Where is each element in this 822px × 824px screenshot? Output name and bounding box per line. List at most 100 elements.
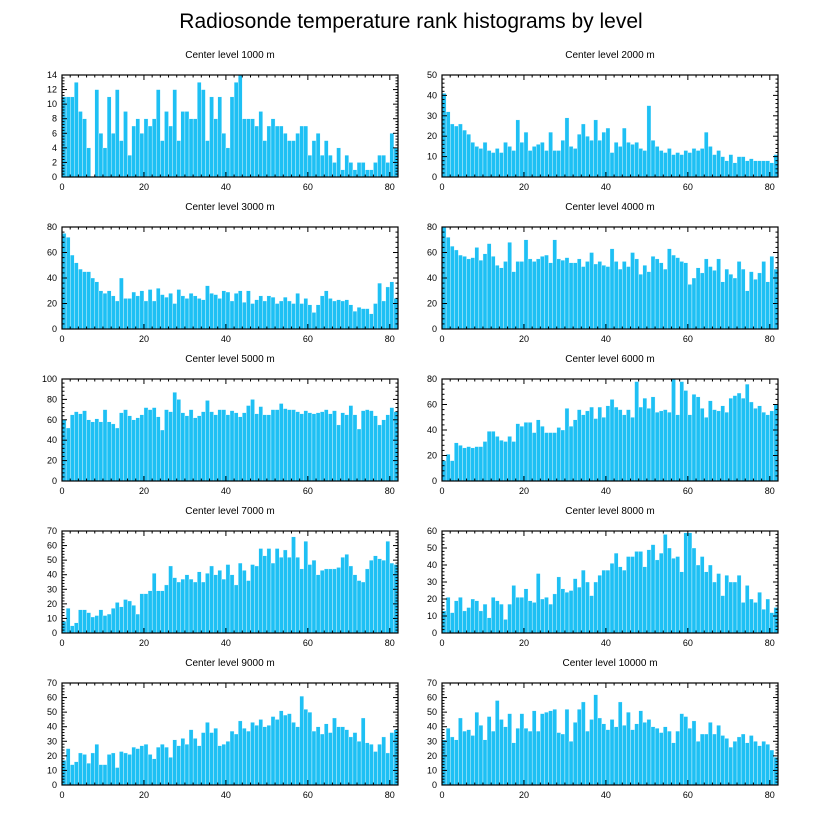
y-tick-label: 70 xyxy=(47,678,57,688)
histogram-bar xyxy=(307,154,313,178)
y-tick-label: 30 xyxy=(427,577,437,587)
histogram-bar xyxy=(695,564,701,634)
histogram-bar xyxy=(188,293,194,330)
histogram-bar xyxy=(478,725,484,786)
histogram-bar xyxy=(572,419,578,482)
histogram-bar xyxy=(356,741,362,786)
histogram-bar xyxy=(283,133,288,178)
histogram-bar xyxy=(303,125,309,178)
histogram-bar xyxy=(151,407,157,482)
histogram-bar xyxy=(287,409,292,482)
histogram-bar xyxy=(646,271,652,330)
histogram-bar xyxy=(642,150,648,178)
histogram-bar xyxy=(65,96,71,178)
histogram-bar xyxy=(470,142,475,178)
histogram-bar xyxy=(270,716,276,786)
x-tick-label: 40 xyxy=(601,182,611,192)
histogram-bar xyxy=(180,578,186,634)
histogram-bar xyxy=(278,710,284,786)
histogram-bar xyxy=(699,733,705,786)
histogram-bar xyxy=(650,544,656,634)
histogram-bar xyxy=(352,169,358,178)
histogram-bar xyxy=(593,119,598,178)
histogram-bar xyxy=(356,307,362,330)
histogram-bar xyxy=(373,303,378,330)
y-tick-label: 50 xyxy=(47,555,57,565)
histogram-bar xyxy=(319,733,325,786)
histogram-bar xyxy=(675,414,680,482)
histogram-bar xyxy=(626,556,631,634)
histogram-bar xyxy=(102,615,108,634)
y-tick-label: 8 xyxy=(52,114,57,124)
histogram-bar xyxy=(172,89,177,178)
histogram-bar xyxy=(176,581,182,634)
histogram-bar xyxy=(262,300,268,330)
histogram-bar xyxy=(283,549,288,634)
histogram-bar xyxy=(745,742,750,786)
histogram-bar xyxy=(119,277,124,330)
histogram-bar xyxy=(98,133,104,178)
histogram-bar xyxy=(295,293,300,330)
histogram-bar xyxy=(515,597,521,634)
histogram-bar xyxy=(348,565,354,634)
histogram-bar xyxy=(225,291,231,330)
histogram-bar xyxy=(704,417,709,482)
histogram-bar xyxy=(667,148,672,178)
y-tick-label: 100 xyxy=(42,374,57,384)
histogram-bar xyxy=(536,258,541,330)
histogram-bar xyxy=(609,399,615,482)
histogram-bar xyxy=(348,736,354,786)
histogram-bar xyxy=(143,118,149,178)
histogram-bar xyxy=(507,436,512,482)
histogram-bar xyxy=(356,580,362,634)
histogram-bar xyxy=(131,746,136,786)
histogram-bar xyxy=(753,279,758,330)
histogram-bar xyxy=(675,152,680,178)
histogram-bar xyxy=(564,117,570,178)
histogram-bar xyxy=(94,744,100,786)
histogram-bar xyxy=(609,563,615,634)
histogram-bar xyxy=(119,606,124,634)
histogram-bar xyxy=(291,722,296,786)
y-tick-label: 30 xyxy=(47,736,57,746)
histogram-bar xyxy=(740,602,746,634)
histogram-bar xyxy=(258,719,263,786)
x-tick-label: 0 xyxy=(439,790,444,800)
histogram-bar xyxy=(160,294,165,330)
histogram-bar xyxy=(369,744,374,786)
histogram-bar xyxy=(369,169,374,178)
histogram-bar xyxy=(254,565,259,634)
histogram-bar xyxy=(307,304,313,330)
histogram-bar xyxy=(311,140,317,178)
histogram-bar xyxy=(127,154,132,178)
histogram-bar xyxy=(110,752,116,786)
histogram-bar xyxy=(609,719,615,786)
histogram-bar xyxy=(184,111,190,178)
y-tick-label: 20 xyxy=(47,751,57,761)
histogram-bar xyxy=(299,413,304,482)
x-tick-label: 60 xyxy=(683,486,693,496)
histogram-bar xyxy=(482,603,488,634)
histogram-bar xyxy=(740,397,746,482)
histogram-bar xyxy=(164,584,169,634)
x-tick-label: 20 xyxy=(519,334,529,344)
histogram-bar xyxy=(724,411,730,482)
histogram-bar xyxy=(695,396,701,482)
histogram-bar xyxy=(499,603,504,634)
histogram-bar xyxy=(352,732,358,786)
histogram-bar xyxy=(511,585,516,634)
x-tick-label: 40 xyxy=(601,334,611,344)
histogram-bar xyxy=(266,125,272,178)
histogram-bar xyxy=(74,82,79,178)
histogram-bar xyxy=(626,711,631,786)
x-tick-label: 80 xyxy=(765,638,775,648)
histogram-bar xyxy=(184,744,190,786)
histogram-bar xyxy=(761,411,766,482)
histogram-bar xyxy=(667,730,672,786)
histogram-bar xyxy=(577,709,582,786)
histogram-panel: Center level 8000 m 0 20 40 60 80 0 10 20 30 40 50 6… xyxy=(427,506,779,648)
y-tick-label: 10 xyxy=(427,611,437,621)
histogram-bar xyxy=(683,390,689,482)
histogram-bar xyxy=(536,144,541,178)
histogram-bar xyxy=(568,262,574,330)
